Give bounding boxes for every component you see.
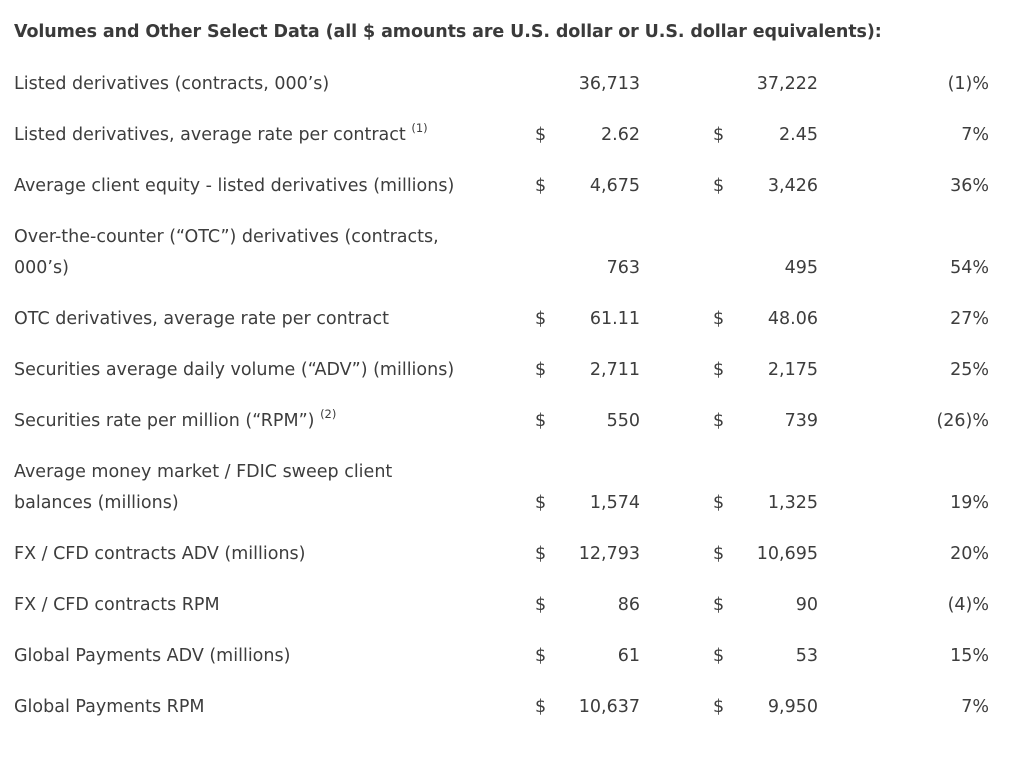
- current-value: 1,574: [589, 493, 640, 513]
- row-label: Securities average daily volume (“ADV”) …: [14, 360, 455, 380]
- change-percent: (4)%: [947, 595, 989, 615]
- change-percent: 7%: [961, 697, 989, 717]
- currency-symbol: $: [713, 411, 725, 431]
- current-value: 61: [617, 646, 640, 666]
- prior-value: 37,222: [756, 74, 818, 94]
- change-percent: 25%: [950, 360, 989, 380]
- row-label: Average client equity - listed derivativ…: [14, 176, 455, 196]
- footnote-marker: (2): [320, 407, 337, 421]
- prior-value: 90: [795, 595, 818, 615]
- change-percent: (1)%: [947, 74, 989, 94]
- change-percent: 36%: [950, 176, 989, 196]
- prior-value: 53: [795, 646, 818, 666]
- prior-value: 10,695: [756, 544, 818, 564]
- current-value: 4,675: [589, 176, 640, 196]
- row-label: FX / CFD contracts RPM: [14, 595, 220, 615]
- current-value: 61.11: [589, 309, 640, 329]
- current-value: 2.62: [601, 125, 640, 145]
- current-value: 36,713: [578, 74, 640, 94]
- currency-symbol: $: [535, 544, 547, 564]
- row-label: OTC derivatives, average rate per contra…: [14, 309, 389, 329]
- change-percent: 20%: [950, 544, 989, 564]
- currency-symbol: $: [535, 411, 547, 431]
- row-label: Listed derivatives (contracts, 000’s): [14, 74, 330, 94]
- currency-symbol: $: [535, 697, 547, 717]
- change-percent: 19%: [950, 493, 989, 513]
- current-value: 550: [606, 411, 640, 431]
- row-label: 000’s): [14, 258, 69, 278]
- current-value: 2,711: [589, 360, 640, 380]
- currency-symbol: $: [713, 646, 725, 666]
- footnote-marker: (1): [411, 121, 428, 135]
- currency-symbol: $: [535, 493, 547, 513]
- change-percent: 7%: [961, 125, 989, 145]
- currency-symbol: $: [713, 493, 725, 513]
- currency-symbol: $: [713, 309, 725, 329]
- table-title: Volumes and Other Select Data (all $ amo…: [14, 22, 882, 42]
- change-percent: 15%: [950, 646, 989, 666]
- currency-symbol: $: [713, 125, 725, 145]
- currency-symbol: $: [535, 125, 547, 145]
- currency-symbol: $: [713, 176, 725, 196]
- prior-value: 2,175: [767, 360, 818, 380]
- change-percent: 27%: [950, 309, 989, 329]
- currency-symbol: $: [535, 646, 547, 666]
- currency-symbol: $: [713, 360, 725, 380]
- row-label: Global Payments ADV (millions): [14, 646, 291, 666]
- currency-symbol: $: [713, 595, 725, 615]
- current-value: 12,793: [578, 544, 640, 564]
- currency-symbol: $: [535, 176, 547, 196]
- currency-symbol: $: [713, 697, 725, 717]
- row-label: Average money market / FDIC sweep client: [14, 462, 393, 482]
- row-label: Securities rate per million (“RPM”) (2): [14, 407, 337, 431]
- change-percent: (26)%: [936, 411, 989, 431]
- prior-value: 48.06: [767, 309, 818, 329]
- prior-value: 1,325: [767, 493, 818, 513]
- currency-symbol: $: [535, 595, 547, 615]
- prior-value: 739: [784, 411, 818, 431]
- prior-value: 2.45: [779, 125, 818, 145]
- row-label: Global Payments RPM: [14, 697, 205, 717]
- row-label: balances (millions): [14, 493, 179, 513]
- current-value: 86: [617, 595, 640, 615]
- currency-symbol: $: [713, 544, 725, 564]
- row-label: Listed derivatives, average rate per con…: [14, 121, 428, 145]
- currency-symbol: $: [535, 309, 547, 329]
- prior-value: 3,426: [767, 176, 818, 196]
- change-percent: 54%: [950, 258, 989, 278]
- currency-symbol: $: [535, 360, 547, 380]
- prior-value: 495: [784, 258, 818, 278]
- row-label: Over-the-counter (“OTC”) derivatives (co…: [14, 227, 439, 247]
- prior-value: 9,950: [767, 697, 818, 717]
- current-value: 10,637: [578, 697, 640, 717]
- row-label: FX / CFD contracts ADV (millions): [14, 544, 306, 564]
- current-value: 763: [606, 258, 640, 278]
